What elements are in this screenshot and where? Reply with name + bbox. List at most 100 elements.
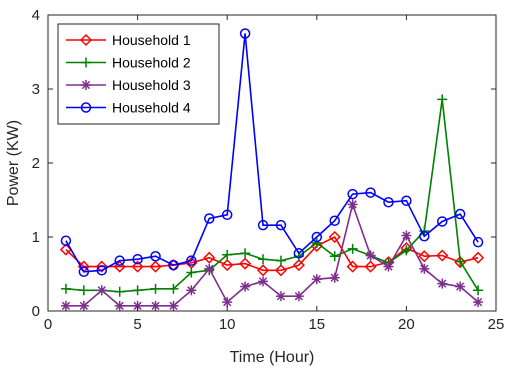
series-3-point xyxy=(186,285,197,296)
series-3-point xyxy=(240,281,251,292)
legend-entry: Household 4 xyxy=(66,100,191,116)
series-1-point xyxy=(346,260,359,273)
series-2-point xyxy=(401,245,412,256)
legend: Household 1 Household 2 Household 3 Househo… xyxy=(57,23,220,125)
series-3-point xyxy=(275,291,286,302)
series-3-point xyxy=(311,274,322,285)
series-4-point xyxy=(347,188,358,200)
series-4-point xyxy=(168,259,179,271)
series-3-point xyxy=(437,278,448,289)
series-4-point xyxy=(204,213,215,224)
series-2-point xyxy=(347,243,358,254)
series-2-point xyxy=(60,283,71,294)
series-3-point xyxy=(114,300,125,311)
series-4-point xyxy=(150,250,161,262)
series-4-point xyxy=(221,209,233,221)
legend-marker xyxy=(79,33,93,47)
series-2-point xyxy=(222,249,233,260)
series-4-point xyxy=(78,266,90,278)
series-3-point xyxy=(347,199,358,210)
series-2-point xyxy=(114,286,125,297)
series-4-point xyxy=(186,255,197,266)
x-tick-label: 0 xyxy=(44,316,52,333)
x-axis-label: Time (Hour) xyxy=(230,349,315,366)
series-1-point xyxy=(472,251,485,264)
x-tick-label: 20 xyxy=(398,316,415,333)
series-2-point xyxy=(168,283,179,294)
series-3-point xyxy=(293,291,304,302)
series-4-point xyxy=(239,28,251,39)
series-3-point xyxy=(96,285,107,296)
x-tick-label: 10 xyxy=(219,316,236,333)
series-4-point xyxy=(60,235,72,246)
series-2-point xyxy=(275,255,286,266)
series-1-point xyxy=(328,230,341,244)
x-tick-label: 5 xyxy=(133,316,141,333)
series-1-point xyxy=(454,256,467,269)
series-4-point xyxy=(114,255,125,266)
series-1-point xyxy=(418,250,431,263)
series-4-point xyxy=(401,195,412,206)
plot-area xyxy=(59,28,485,311)
series-1-point xyxy=(113,260,126,273)
legend-label: Household 1 xyxy=(112,32,191,48)
series-1-point xyxy=(274,264,288,277)
series-3-point xyxy=(78,300,89,311)
x-tick-label: 15 xyxy=(308,316,325,333)
y-tick-label: 3 xyxy=(32,81,40,98)
series-4-point xyxy=(454,208,466,220)
series-3-point xyxy=(150,300,161,311)
series-3-point xyxy=(365,250,376,261)
series-3-point xyxy=(383,261,394,272)
axes: 0 5 10 15 20 25 0 1 2 3 4 xyxy=(32,7,505,333)
legend-marker xyxy=(80,102,92,113)
series-1-point xyxy=(436,249,449,262)
series-1-point xyxy=(239,257,252,270)
series-4-point xyxy=(293,248,305,259)
series-1-point xyxy=(292,259,305,272)
legend-entry: Household 2 xyxy=(66,55,191,71)
series-2-point xyxy=(132,285,143,296)
series-4-point xyxy=(436,216,448,227)
series-4-point xyxy=(96,265,108,276)
legend-marker xyxy=(81,57,91,68)
series-3-point xyxy=(419,263,430,274)
y-tick-label: 2 xyxy=(32,155,40,172)
series-4-point xyxy=(329,215,340,226)
legend-label: Household 3 xyxy=(112,77,191,93)
y-tick-label: 1 xyxy=(32,229,40,246)
series-2-point xyxy=(437,94,448,105)
legend-label: Household 4 xyxy=(112,100,191,116)
series-2-point xyxy=(329,251,340,262)
series-4 xyxy=(60,28,484,278)
series-4-point xyxy=(472,236,484,248)
series-4-point xyxy=(132,253,143,265)
series-2-point xyxy=(186,267,197,278)
legend-entry: Household 1 xyxy=(66,32,191,48)
series-1-point xyxy=(149,260,162,273)
legend-entry: Household 3 xyxy=(66,77,191,93)
legend-marker xyxy=(81,80,91,90)
series-1-point xyxy=(95,260,108,273)
series-3-point xyxy=(401,230,412,241)
series-1-point xyxy=(203,251,216,264)
series-1 xyxy=(59,230,485,277)
series-4-point xyxy=(383,196,394,208)
series-4-point xyxy=(365,187,376,198)
series-3-point xyxy=(168,300,179,311)
series-3-point xyxy=(60,300,71,311)
series-3-point xyxy=(329,272,340,283)
y-tick-label: 0 xyxy=(32,303,40,320)
series-1-point xyxy=(221,259,234,272)
series-2-point xyxy=(240,248,251,259)
series-2-point xyxy=(150,283,161,294)
series-2-point xyxy=(455,256,466,267)
series-4-point xyxy=(419,231,430,242)
series-1-point xyxy=(256,264,270,277)
series-4-point xyxy=(257,219,269,231)
series-3-point xyxy=(455,281,466,292)
series-3-point xyxy=(222,297,233,308)
series-4-point xyxy=(311,231,323,243)
y-tick-label: 4 xyxy=(32,7,40,24)
